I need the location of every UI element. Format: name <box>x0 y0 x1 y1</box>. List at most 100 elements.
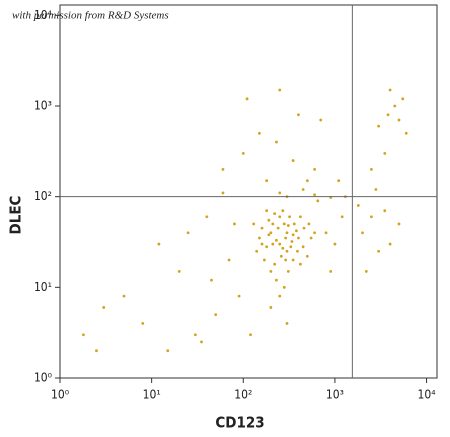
event-dot <box>102 306 106 309</box>
event-dot <box>324 231 328 235</box>
event-dot <box>279 254 283 258</box>
event-dot <box>271 222 275 226</box>
event-dot <box>269 231 273 235</box>
event-dot <box>298 215 302 219</box>
event-dot <box>232 222 236 226</box>
event-dot <box>369 215 373 219</box>
event-dot <box>337 179 341 183</box>
event-dot <box>374 188 378 191</box>
event-dot <box>278 191 282 195</box>
event-dot <box>286 224 290 227</box>
event-dot <box>275 238 278 242</box>
event-dot <box>278 88 282 92</box>
event-dot <box>284 236 288 240</box>
event-dot <box>292 222 296 226</box>
event-dot <box>166 349 170 353</box>
event-dot <box>291 258 295 262</box>
event-dot <box>302 226 306 230</box>
x-tick-label: 10¹ <box>143 388 161 402</box>
event-dot <box>319 118 323 122</box>
event-dot <box>290 240 294 243</box>
event-dot <box>278 215 282 219</box>
event-dot <box>258 131 261 135</box>
event-dot <box>291 159 295 162</box>
event-dot <box>81 333 85 337</box>
event-dot <box>313 193 316 197</box>
event-dot <box>313 167 316 171</box>
event-dot <box>267 233 271 237</box>
y-tick-label: 10⁰ <box>34 371 52 385</box>
event-dot <box>260 226 264 230</box>
event-dot <box>305 254 309 258</box>
event-dot <box>210 278 213 282</box>
event-dot <box>284 258 288 262</box>
event-dot <box>221 191 225 195</box>
x-tick-label: 10³ <box>326 388 344 402</box>
event-dot <box>356 204 360 207</box>
y-axis-title: DLEC <box>7 195 25 234</box>
event-dot <box>297 236 300 240</box>
event-dot <box>237 294 241 298</box>
event-dot <box>282 285 286 289</box>
x-tick-label: 10⁰ <box>51 388 69 402</box>
event-dot <box>273 212 277 216</box>
event-dot <box>281 246 285 250</box>
event-dot <box>393 104 397 108</box>
event-dot <box>95 349 98 353</box>
event-dot <box>383 152 387 155</box>
event-dot <box>214 313 218 317</box>
event-dot <box>260 242 264 246</box>
x-tick-label: 10² <box>234 388 252 402</box>
event-dot <box>286 269 290 273</box>
event-dot <box>397 222 401 226</box>
event-dot <box>255 249 259 253</box>
event-dot <box>282 222 286 226</box>
event-dot <box>265 179 269 183</box>
event-dot <box>157 242 161 246</box>
event-dot <box>200 340 203 344</box>
event-dot <box>221 167 225 171</box>
event-dot <box>241 152 245 155</box>
event-dot <box>309 236 313 240</box>
event-dot <box>288 215 291 219</box>
event-dot <box>388 242 392 246</box>
plot-frame <box>59 4 438 379</box>
event-dot <box>361 231 364 235</box>
event-dot <box>245 97 249 101</box>
event-dot <box>404 131 408 135</box>
event-dot <box>377 249 381 253</box>
y-tick-label: 10¹ <box>34 280 52 294</box>
event-dot <box>249 333 252 337</box>
event-dot <box>285 249 289 253</box>
event-dot <box>291 233 295 237</box>
event-dot <box>301 188 305 191</box>
event-dot <box>316 199 320 203</box>
event-dot <box>289 245 293 249</box>
event-dot <box>252 222 256 226</box>
event-dot <box>141 322 145 325</box>
y-tick-label: 10³ <box>34 98 52 112</box>
event-dot <box>386 113 390 117</box>
event-dot <box>313 231 316 235</box>
y-tick-label: 10² <box>34 189 52 203</box>
event-dot <box>285 231 289 235</box>
event-dot <box>227 258 231 262</box>
event-dot <box>377 124 381 128</box>
y-tick-label: 10⁴ <box>34 8 52 22</box>
x-tick-label: 10⁴ <box>418 388 436 402</box>
event-dot <box>275 140 278 144</box>
event-dot <box>275 278 278 282</box>
event-dot <box>297 113 300 117</box>
event-dot <box>296 249 299 253</box>
event-dot <box>388 88 392 92</box>
event-dot <box>281 209 285 213</box>
event-dot <box>383 209 387 213</box>
event-dot <box>186 231 190 235</box>
event-dot <box>278 242 282 246</box>
event-dot <box>298 262 302 266</box>
event-dot <box>262 258 266 262</box>
event-dot <box>271 242 275 246</box>
event-dot <box>369 167 373 171</box>
event-dot <box>333 242 337 246</box>
event-dot <box>278 294 282 298</box>
